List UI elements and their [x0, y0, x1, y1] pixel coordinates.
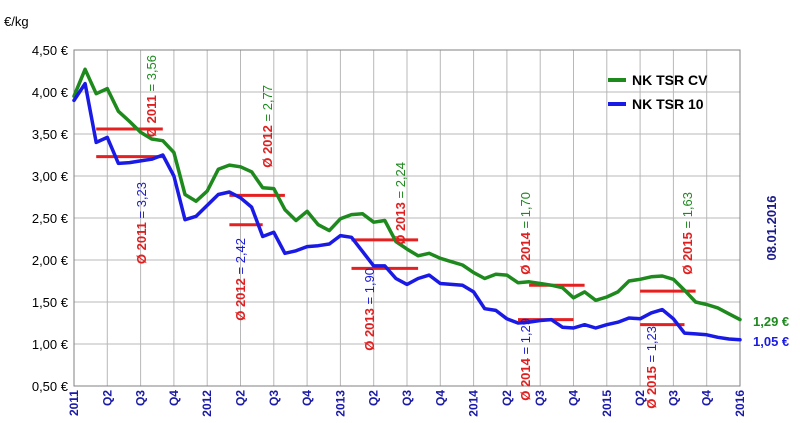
x-tick-label: 2013 — [333, 390, 347, 417]
x-tick-label: Q2 — [100, 390, 114, 406]
y-tick-label: 3,50 € — [32, 127, 69, 142]
x-tick-label: Q4 — [567, 390, 581, 406]
legend: NK TSR CV NK TSR 10 — [608, 72, 708, 112]
x-tick-label: Q4 — [433, 390, 447, 406]
axes: 4,50 € 4,00 € 3,50 € 3,00 € 2,50 € 2,00 € 1,50… — [32, 43, 747, 417]
series-line-cv — [72, 67, 742, 322]
end-value-label-cv: 1,29 € — [753, 314, 789, 329]
average-annotation: Ø 2013 = 2,24 — [393, 162, 408, 245]
x-tick-label: Q3 — [400, 390, 414, 406]
x-tick-label: Q4 — [300, 390, 314, 406]
x-tick-label: Q2 — [633, 390, 647, 406]
x-tick-label: 2016 — [733, 390, 747, 417]
date-label: 08.01.2016 — [764, 195, 779, 260]
average-annotation: Ø 2012 = 2,42 — [233, 238, 248, 321]
y-tick-label: 4,00 € — [32, 85, 69, 100]
x-tick-label: 2012 — [200, 390, 214, 417]
series-line-10 — [72, 81, 742, 342]
x-tick-label: Q3 — [533, 390, 547, 406]
average-annotation: Ø 2011 = 3,56 — [144, 55, 159, 137]
series-lines — [72, 67, 742, 342]
y-tick-label: 2,00 € — [32, 253, 69, 268]
y-tick-label: 1,00 € — [32, 337, 69, 352]
average-annotation: Ø 2015 = 1,63 — [680, 192, 695, 275]
average-annotations: Ø 2011 = 3,56 Ø 2011 = 3,23 Ø 2012 = 2,77 Ø… — [134, 55, 695, 409]
average-annotation: Ø 2014 = 1,29 — [518, 318, 533, 401]
average-annotation: Ø 2014 = 1,70 — [518, 192, 533, 275]
y-tick-label: 3,00 € — [32, 169, 69, 184]
y-axis-unit-label: €/kg — [4, 14, 29, 29]
x-tick-label: Q4 — [167, 390, 181, 406]
average-annotation: Ø 2015 = 1,23 — [644, 326, 659, 409]
y-tick-label: 0,50 € — [32, 379, 69, 394]
average-annotation: Ø 2011 = 3,23 — [134, 182, 149, 264]
x-tick-label: Q2 — [367, 390, 381, 406]
average-annotation: Ø 2013 = 1,90 — [362, 268, 377, 351]
end-value-label-10: 1,05 € — [753, 334, 789, 349]
average-annotation: Ø 2012 = 2,77 — [260, 85, 275, 168]
x-tick-label: 2015 — [600, 390, 614, 417]
y-tick-label: 2,50 € — [32, 211, 69, 226]
y-tick-label: 1,50 € — [32, 295, 69, 310]
y-tick-label: 4,50 € — [32, 43, 69, 58]
x-tick-label: Q2 — [500, 390, 514, 406]
x-tick-label: Q4 — [700, 390, 714, 406]
x-tick-label: Q3 — [134, 390, 148, 406]
legend-label-cv: NK TSR CV — [632, 72, 708, 88]
x-tick-label: 2014 — [467, 390, 481, 417]
plot-frame — [73, 49, 741, 387]
grid — [73, 49, 741, 387]
x-tick-label: Q3 — [666, 390, 680, 406]
x-tick-label: 2011 — [67, 390, 81, 416]
x-tick-label: Q2 — [234, 390, 248, 406]
legend-label-10: NK TSR 10 — [632, 96, 704, 112]
x-tick-label: Q3 — [267, 390, 281, 406]
